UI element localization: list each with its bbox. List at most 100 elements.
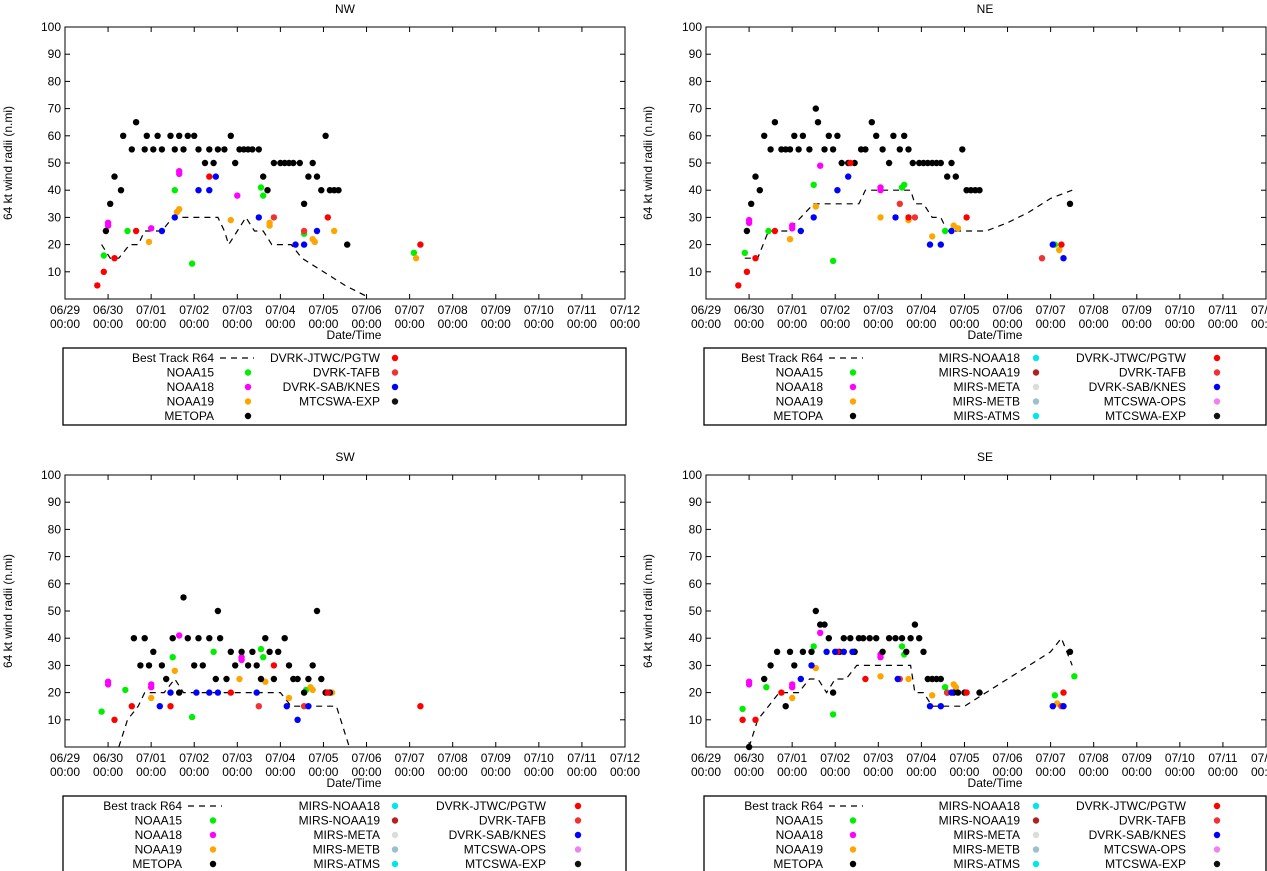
x-tick-label: 00:00 [906,317,936,331]
point-dvrk-jtwc-pgtw [963,689,970,696]
legend-label: NOAA15 [167,366,215,380]
point-dvrk-tafb [911,214,919,221]
point-metopa [141,635,148,642]
plot-frame [705,26,1267,300]
x-axis-title: Date/Time [968,328,1023,342]
y-tick-label: 70 [689,550,703,564]
point-noaa15 [410,249,418,256]
y-tick-label: 20 [48,686,62,700]
point-dvrk-jtwc-pgtw [743,268,751,275]
legend-marker [1032,831,1040,839]
x-tick-label: 00:00 [949,765,979,779]
point-noaa18 [817,162,824,169]
point-noaa19 [266,219,273,226]
point-metopa [782,703,789,710]
legend-label: DVRK-JTWC/PGTW [1076,351,1187,365]
point-dvrk-sab-knes [894,675,901,683]
point-noaa15 [188,260,196,267]
point-noaa18 [238,656,245,664]
point-metopa [892,635,899,642]
y-tick-label: 80 [48,74,62,88]
point-metopa [937,159,944,167]
point-dvrk-sab-knes [158,227,166,235]
y-tick-label: 90 [48,495,62,509]
legend-label: NOAA15 [135,814,183,828]
y-tick-label: 50 [48,604,62,618]
point-dvrk-sab-knes [849,648,856,655]
point-dvrk-sab-knes [206,187,213,194]
x-tick-label: 07/10 [1165,303,1195,317]
x-tick-label: 00:00 [1251,765,1267,779]
point-metopa [150,648,157,655]
x-tick-label: 00:00 [1036,317,1066,331]
legend-box [703,347,1267,426]
legend-marker [1213,398,1221,405]
point-noaa19 [954,225,962,232]
x-tick-label: 00:00 [93,317,123,331]
legend-marker [1213,354,1221,362]
point-metopa [296,159,303,167]
point-metopa [862,146,869,153]
x-tick-label: 07/04 [265,751,295,765]
point-noaa15 [810,643,817,650]
point-metopa [976,689,983,696]
legend-marker [209,846,217,853]
point-metopa [111,173,118,180]
point-metopa [834,132,841,139]
point-dvrk-sab-knes [294,716,301,723]
point-metopa [829,146,837,153]
x-tick-label: 06/29 [50,303,80,317]
point-metopa [814,119,822,126]
legend-marker [1032,817,1040,824]
x-tick-label: 07/12 [610,751,640,765]
x-tick-label: 06/30 [93,303,123,317]
y-tick-label: 10 [689,265,703,279]
point-dvrk-sab-knes [193,689,200,696]
point-metopa [300,200,308,207]
point-noaa19 [309,686,316,694]
x-tick-label: 00:00 [1208,765,1238,779]
point-noaa15 [810,181,817,188]
legend-label: MIRS-NOAA19 [939,814,1021,828]
y-tick-label: 50 [689,604,703,618]
point-metopa [954,689,962,696]
point-dvrk-sab-knes [212,173,219,180]
x-tick-label: 07/12 [610,303,640,317]
point-dvrk-jtwc-pgtw [128,703,135,710]
point-dvrk-sab-knes [948,227,955,235]
point-metopa [767,146,774,153]
y-tick-label: 100 [682,468,702,482]
x-tick-label: 00:00 [524,765,554,779]
point-dvrk-jtwc-pgtw [905,214,912,221]
point-metopa [130,635,138,642]
x-tick-label: 07/10 [524,303,554,317]
point-noaa18 [104,219,112,226]
legend-label: MTCSWA-OPS [464,843,546,857]
legend-label: MIRS-META [954,380,1020,394]
point-noaa18 [148,684,155,691]
y-tick-label: 70 [48,550,62,564]
point-noaa19 [148,694,155,702]
point-dvrk-jtwc-pgtw [111,716,118,723]
y-tick-label: 40 [689,183,703,197]
point-metopa [249,648,256,655]
x-tick-label: 00:00 [352,765,382,779]
x-tick-label: 00:00 [734,765,764,779]
point-metopa [322,132,329,139]
x-tick-label: 07/04 [906,303,936,317]
point-metopa [866,635,873,642]
point-metopa [270,159,278,167]
y-tick-label: 10 [689,713,703,727]
point-metopa [812,105,819,112]
point-metopa [313,607,321,615]
point-metopa [808,648,815,655]
point-noaa19 [929,233,936,240]
legend-label: MIRS-ATMS [314,857,380,871]
x-tick-label: 00:00 [265,317,295,331]
plot-frame [64,474,626,748]
legend-box [703,795,1267,871]
point-metopa [171,146,178,153]
point-dvrk-sab-knes [156,703,163,710]
x-tick-label: 00:00 [136,765,166,779]
point-metopa [154,132,161,139]
